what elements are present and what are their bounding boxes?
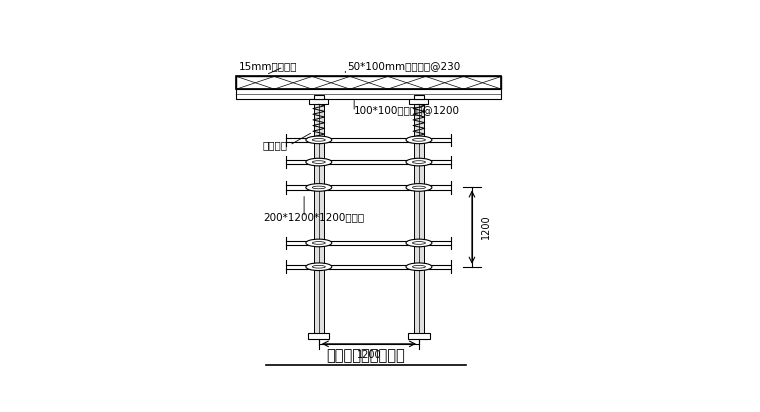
Ellipse shape [306,184,332,191]
Bar [314,95,324,98]
Text: 15mm厚多层板: 15mm厚多层板 [239,61,298,71]
Ellipse shape [312,186,325,189]
Ellipse shape [306,263,332,271]
Ellipse shape [413,265,426,268]
Text: 1200: 1200 [481,215,491,239]
Bar [236,89,502,98]
Ellipse shape [312,265,325,268]
Ellipse shape [306,136,332,144]
Bar [410,98,429,104]
Bar [309,98,328,104]
Ellipse shape [406,158,432,166]
Text: 100*100方木间距@1200: 100*100方木间距@1200 [354,105,460,115]
Ellipse shape [306,239,332,247]
Text: 可调丝撑: 可调丝撑 [263,140,288,150]
Text: 顶板模板支设体系图: 顶板模板支设体系图 [327,348,405,363]
Ellipse shape [406,239,432,247]
Bar [408,333,429,339]
Ellipse shape [413,241,426,244]
Ellipse shape [413,186,426,189]
Bar [413,137,424,142]
Text: 50*100mm方木间距@230: 50*100mm方木间距@230 [347,61,461,71]
Bar [236,76,502,89]
Bar [236,76,502,89]
Ellipse shape [306,158,332,166]
Ellipse shape [312,138,325,141]
Bar [414,95,424,98]
Bar [314,98,324,333]
Bar [413,98,424,333]
Ellipse shape [406,184,432,191]
Ellipse shape [406,263,432,271]
Ellipse shape [312,161,325,164]
Bar [314,137,324,142]
Bar [309,333,329,339]
Text: 1200: 1200 [356,349,382,360]
Text: 200*1200*1200碗扣架: 200*1200*1200碗扣架 [263,213,364,222]
Ellipse shape [406,136,432,144]
Ellipse shape [312,241,325,244]
Ellipse shape [413,161,426,164]
Ellipse shape [413,138,426,141]
